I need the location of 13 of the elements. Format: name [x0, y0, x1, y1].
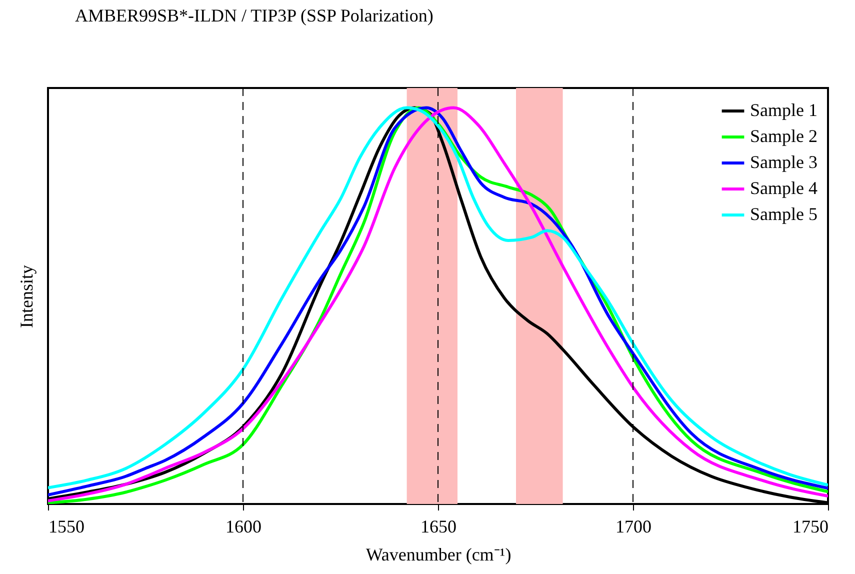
- x-axis-title: Wavenumber (cm⁻¹): [366, 544, 512, 564]
- x-tick-label: 1700: [616, 516, 652, 536]
- legend-label: Sample 4: [750, 178, 818, 198]
- legend-label: Sample 1: [750, 100, 818, 120]
- x-tick-label: 1650: [420, 516, 456, 536]
- x-tick-label: 1600: [226, 516, 262, 536]
- x-tick-label: 1550: [48, 516, 84, 536]
- legend-label: Sample 5: [750, 204, 818, 224]
- legend-label: Sample 3: [750, 152, 818, 172]
- x-tick-label: 1750: [792, 516, 828, 536]
- y-axis-title: Intensity: [16, 265, 36, 328]
- chart-title: AMBER99SB*-ILDN / TIP3P (SSP Polarization): [75, 6, 434, 26]
- legend-label: Sample 2: [750, 126, 818, 146]
